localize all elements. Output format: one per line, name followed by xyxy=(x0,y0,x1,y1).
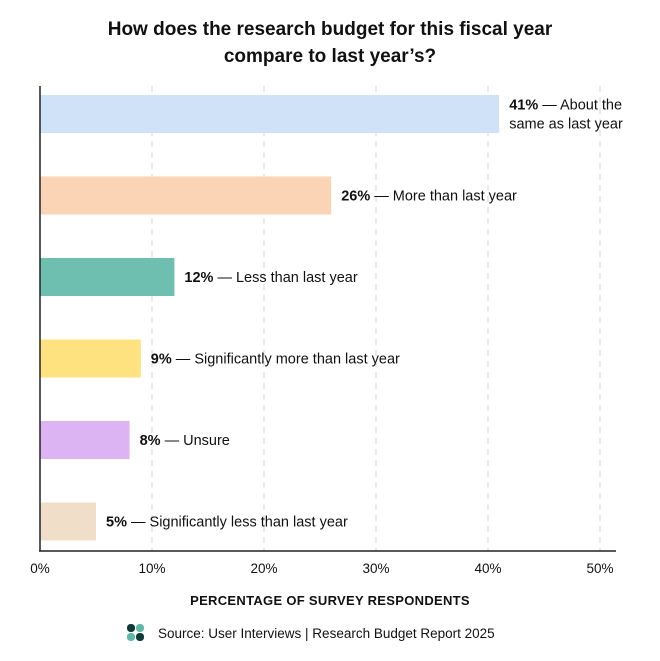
x-tick-label: 50% xyxy=(586,561,613,576)
data-labels: 41% — About the same as last year 26% — Mo… xyxy=(106,98,623,531)
data-label: 12% — Less than last year xyxy=(184,270,357,286)
logo-petal xyxy=(127,633,135,641)
x-tick-label: 30% xyxy=(362,561,389,576)
x-tick-label: 20% xyxy=(250,561,277,576)
x-tick-label: 0% xyxy=(30,561,50,576)
chart-title: How does the research budget for this fi… xyxy=(108,19,553,67)
data-label-category: — About the xyxy=(538,98,622,114)
data-label-value: 5% xyxy=(106,515,127,531)
data-label-value: 41% xyxy=(509,98,538,114)
data-label: 9% — Significantly more than last year xyxy=(151,352,400,368)
data-label-value: 9% xyxy=(151,352,172,368)
logo-petal xyxy=(127,624,135,632)
source-text: Source: User Interviews | Research Budge… xyxy=(158,626,495,641)
data-label-category: same as last year xyxy=(509,117,623,133)
bar xyxy=(40,176,332,215)
bars xyxy=(40,95,500,541)
data-label-category: — Significantly more than last year xyxy=(172,352,400,368)
data-label: 26% — More than last year xyxy=(341,189,517,205)
source-footer: Source: User Interviews | Research Budge… xyxy=(127,624,495,641)
bar xyxy=(40,258,175,296)
chart-title-line: compare to last year’s? xyxy=(224,46,436,67)
data-label-value: 26% xyxy=(341,189,370,205)
chart-title-line: How does the research budget for this fi… xyxy=(108,19,553,40)
data-label-value: 8% xyxy=(140,433,161,449)
data-label-category: — More than last year xyxy=(370,189,517,205)
data-label-category: — Less than last year xyxy=(213,270,357,286)
data-label: 5% — Significantly less than last year xyxy=(106,515,348,531)
bar xyxy=(40,339,141,378)
data-label-value: 12% xyxy=(184,270,213,286)
data-label: 41% — About the xyxy=(509,98,622,114)
data-label-category: — Unsure xyxy=(161,433,230,449)
logo-petal xyxy=(136,624,144,632)
logo-petal xyxy=(136,633,144,641)
gridlines xyxy=(151,86,601,551)
data-label-category: — Significantly less than last year xyxy=(127,515,348,531)
x-tick-label: 40% xyxy=(474,561,501,576)
user-interviews-logo-icon xyxy=(127,624,144,641)
bar xyxy=(40,421,130,459)
x-tick-label: 10% xyxy=(138,561,165,576)
x-tick-labels: 0% 10% 20% 30% 40% 50% xyxy=(30,561,613,576)
data-label: 8% — Unsure xyxy=(140,433,230,449)
bar xyxy=(40,95,500,133)
bar xyxy=(40,502,96,541)
x-axis-title: PERCENTAGE OF SURVEY RESPONDENTS xyxy=(190,593,470,608)
